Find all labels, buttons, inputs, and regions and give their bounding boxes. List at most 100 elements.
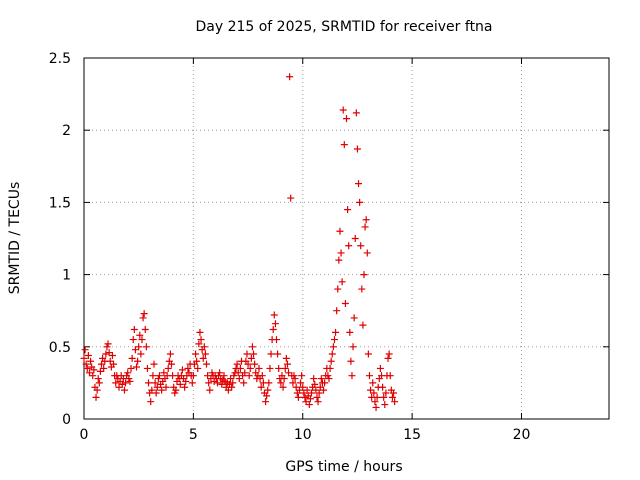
y-tick-label: 1.5 — [49, 195, 71, 211]
data-point — [126, 377, 134, 385]
data-point — [385, 350, 393, 358]
data-point — [136, 331, 144, 339]
data-point — [83, 364, 91, 372]
data-point — [196, 328, 204, 336]
x-tick-label: 0 — [80, 427, 89, 443]
data-point — [162, 383, 170, 391]
data-point — [333, 307, 341, 315]
data-point — [127, 364, 135, 372]
data-point — [343, 115, 350, 123]
data-point — [372, 403, 380, 411]
data-point — [182, 377, 190, 385]
data-point — [181, 383, 189, 391]
data-point — [361, 223, 369, 231]
y-tick-label: 2.5 — [49, 51, 71, 67]
data-point — [311, 380, 319, 388]
data-point — [265, 379, 273, 387]
data-point — [122, 379, 130, 387]
data-point — [220, 372, 228, 380]
data-point — [143, 364, 151, 372]
data-point — [184, 364, 192, 372]
data-point — [358, 285, 366, 293]
data-point — [348, 372, 356, 380]
data-points — [80, 73, 399, 411]
data-point — [205, 379, 213, 387]
data-point — [391, 398, 399, 406]
data-point — [291, 375, 299, 383]
data-point — [228, 383, 236, 391]
data-point — [172, 386, 180, 394]
data-point — [326, 364, 334, 372]
data-point — [90, 366, 98, 374]
data-point — [298, 372, 306, 380]
data-point — [365, 372, 373, 380]
data-point — [80, 354, 88, 362]
data-point — [270, 311, 278, 319]
data-point — [81, 346, 89, 354]
data-point — [128, 354, 136, 362]
data-point — [234, 369, 242, 377]
data-point — [229, 379, 237, 387]
data-point — [376, 364, 384, 372]
data-point — [282, 354, 290, 362]
data-point — [129, 336, 137, 344]
data-point — [110, 360, 118, 368]
data-point — [308, 389, 315, 397]
data-point — [142, 343, 150, 351]
data-point — [203, 360, 210, 368]
data-point — [137, 350, 145, 358]
data-point — [294, 393, 302, 401]
data-point — [315, 389, 323, 397]
data-point — [287, 194, 295, 202]
data-point — [92, 393, 100, 401]
data-point — [216, 369, 224, 377]
data-point — [305, 401, 313, 409]
data-point — [386, 372, 394, 380]
data-point — [313, 393, 321, 401]
data-point — [382, 389, 390, 397]
data-point — [263, 392, 271, 400]
data-point — [370, 389, 378, 397]
data-point — [373, 393, 381, 401]
data-point — [94, 375, 102, 383]
data-point — [155, 372, 163, 380]
data-point — [362, 216, 370, 224]
data-point — [334, 285, 342, 293]
data-point — [329, 343, 337, 351]
data-point — [93, 386, 101, 394]
y-tick-label: 2 — [62, 123, 71, 139]
data-point — [355, 180, 363, 188]
axis-ticks: 0 5 10 15 20 0 0.5 1 1.5 2 2.5 — [49, 51, 609, 443]
data-point — [201, 350, 209, 358]
y-tick-label: 0.5 — [49, 340, 71, 356]
data-point — [189, 372, 197, 380]
data-point — [164, 364, 172, 372]
data-point — [124, 369, 132, 377]
data-point — [317, 375, 325, 383]
data-point — [380, 393, 388, 401]
data-point — [176, 380, 184, 388]
data-point — [280, 375, 288, 383]
data-point — [364, 350, 372, 358]
data-point — [241, 369, 249, 377]
data-point — [104, 340, 112, 348]
data-point — [240, 379, 248, 387]
data-point — [133, 363, 140, 371]
data-point — [193, 357, 201, 365]
data-point — [87, 357, 95, 365]
data-point — [247, 354, 255, 362]
data-point — [150, 360, 158, 368]
data-point — [166, 350, 174, 358]
data-point — [381, 401, 389, 409]
data-point — [344, 206, 352, 214]
data-point — [327, 357, 335, 365]
data-point — [369, 379, 377, 387]
data-point — [257, 383, 265, 391]
data-point — [360, 271, 368, 279]
data-point — [299, 383, 307, 391]
data-point — [338, 278, 346, 286]
data-point — [271, 320, 279, 328]
data-point — [274, 350, 282, 358]
data-point — [120, 386, 128, 394]
